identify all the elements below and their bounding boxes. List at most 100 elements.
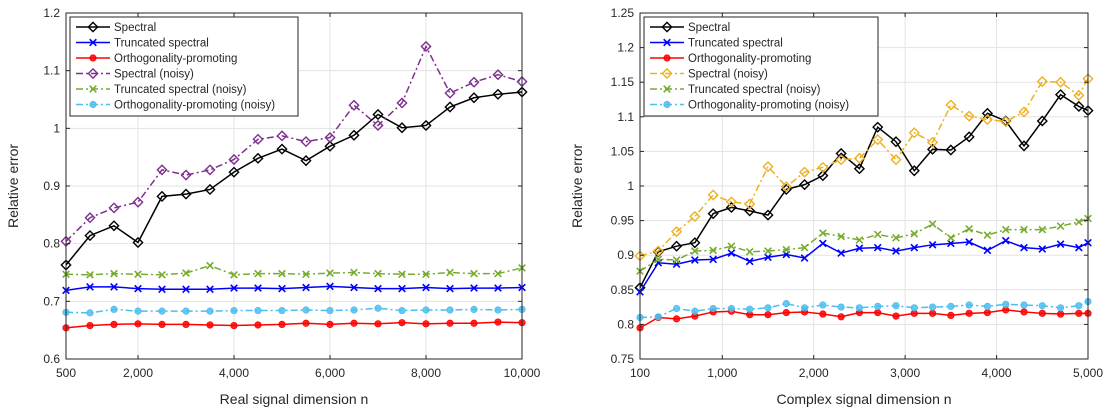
x-tick-label: 4,000 — [982, 366, 1012, 380]
data-point — [945, 144, 957, 156]
data-point — [1018, 106, 1030, 118]
data-point — [86, 309, 94, 317]
data-point — [709, 246, 718, 255]
data-point — [892, 312, 900, 320]
data-point — [446, 319, 454, 327]
x-tick-label: 4,000 — [219, 366, 249, 380]
data-point — [782, 309, 790, 317]
data-point — [983, 246, 992, 255]
data-point — [254, 284, 262, 292]
series-line — [65, 264, 523, 276]
data-point — [422, 320, 430, 328]
x-axis-label: Complex signal dimension n — [776, 391, 951, 407]
legend-label: Truncated spectral (noisy) — [688, 84, 821, 96]
data-point — [444, 101, 456, 113]
data-point — [278, 320, 286, 328]
data-point — [1020, 243, 1028, 252]
data-point — [374, 269, 382, 278]
y-axis-label: Relative error — [569, 144, 585, 228]
data-point — [798, 166, 811, 178]
legend-label: Orthogonality-promoting — [688, 53, 811, 65]
data-point — [110, 305, 118, 314]
data-point — [818, 239, 827, 248]
data-point — [764, 311, 772, 319]
data-point — [350, 268, 358, 277]
data-point — [110, 269, 118, 278]
data-point — [468, 92, 480, 104]
data-point — [983, 302, 992, 311]
data-point — [254, 321, 262, 329]
legend-marker — [87, 21, 99, 33]
data-point — [819, 310, 827, 318]
y-tick-label: 1.1 — [617, 110, 634, 124]
data-point — [134, 320, 142, 328]
legend-entry: Truncated spectral (noisy) — [650, 84, 821, 96]
legend-marker — [663, 100, 671, 109]
data-point — [446, 306, 454, 314]
data-point — [420, 40, 432, 53]
series-truncated-spectral-noisy — [62, 261, 526, 279]
data-point — [252, 152, 264, 164]
data-point — [228, 153, 240, 166]
data-point — [818, 229, 827, 237]
legend-label: Spectral (noisy) — [114, 69, 194, 81]
data-point — [422, 283, 430, 292]
data-point — [963, 110, 975, 122]
data-point — [398, 306, 406, 315]
legend-label: Truncated spectral — [114, 38, 209, 50]
legend-marker — [89, 100, 97, 109]
data-point — [230, 321, 238, 330]
data-point — [494, 284, 502, 292]
data-point — [817, 170, 829, 182]
series-orthogonality-promoting — [62, 318, 526, 332]
y-tick-label: 1.15 — [611, 75, 635, 89]
data-point — [689, 210, 701, 223]
y-tick-label: 0.8 — [43, 237, 60, 251]
series-orthogonality-promoting-noisy — [62, 304, 526, 317]
data-point — [910, 229, 919, 238]
data-point — [470, 284, 478, 292]
data-point — [800, 304, 809, 312]
data-point — [1020, 308, 1028, 316]
data-point — [158, 285, 166, 294]
data-point — [110, 320, 118, 328]
data-point — [1000, 116, 1012, 128]
data-point — [670, 240, 683, 252]
data-point — [134, 307, 142, 315]
series-truncated-spectral — [62, 282, 526, 295]
data-point — [254, 306, 262, 315]
x-tick-label: 100 — [630, 366, 650, 380]
series-line — [65, 307, 523, 314]
y-tick-label: 1.25 — [611, 6, 635, 20]
data-point — [396, 97, 408, 109]
data-point — [853, 163, 866, 175]
data-point — [108, 202, 120, 214]
data-point — [672, 315, 681, 323]
data-point — [180, 188, 192, 200]
data-point — [874, 302, 882, 311]
y-axis-label: Relative error — [5, 144, 21, 228]
legend-label: Truncated spectral — [688, 38, 783, 50]
data-point — [963, 131, 975, 143]
data-point — [86, 283, 94, 291]
y-tick-label: 1 — [53, 121, 60, 135]
data-point — [1002, 300, 1010, 308]
data-point — [707, 189, 719, 201]
data-point — [398, 319, 406, 327]
data-point — [1054, 76, 1067, 88]
data-point — [398, 270, 406, 279]
data-point — [180, 169, 192, 181]
series-line — [639, 239, 1089, 293]
data-point — [873, 243, 882, 252]
y-tick-label: 1.05 — [611, 144, 635, 158]
data-point — [652, 245, 664, 257]
data-point — [727, 242, 736, 251]
series-spectral-noisy — [60, 40, 528, 247]
legend-entry: Spectral — [76, 21, 156, 34]
data-point — [446, 284, 454, 293]
legend-box — [69, 16, 299, 117]
data-point — [1036, 75, 1048, 88]
data-point — [1054, 89, 1067, 101]
data-point — [158, 270, 166, 279]
